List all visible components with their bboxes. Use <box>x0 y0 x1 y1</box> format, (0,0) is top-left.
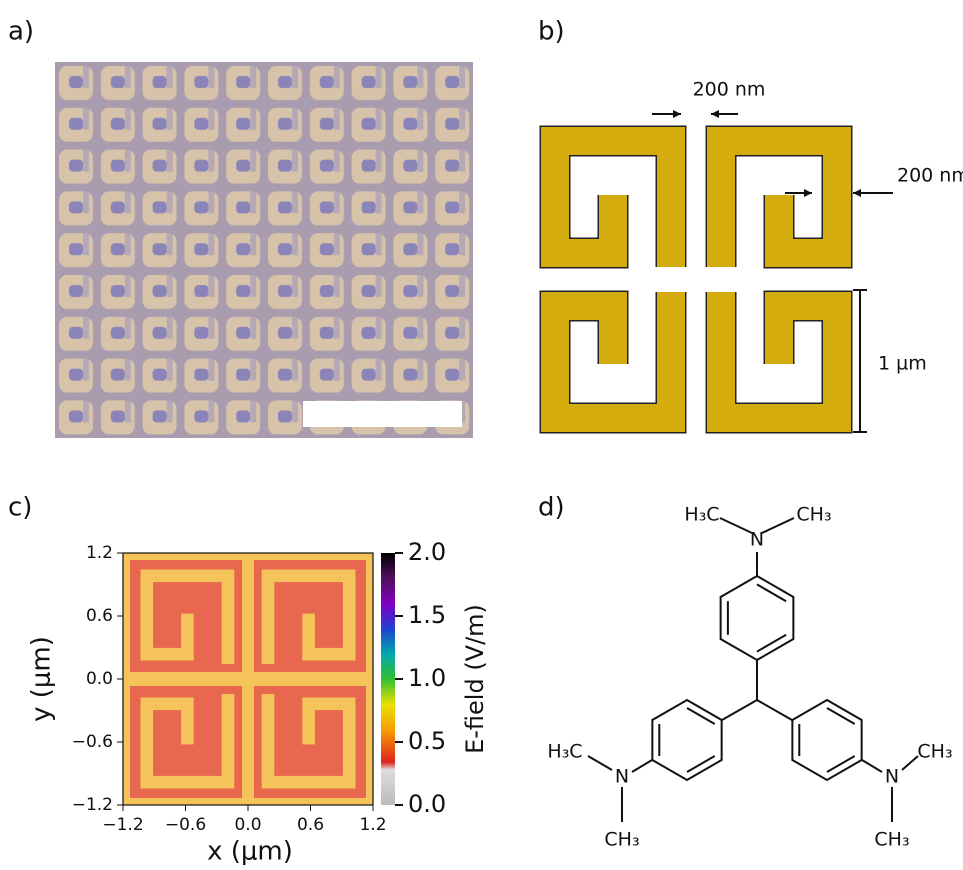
ring <box>721 576 794 660</box>
bond <box>827 708 855 724</box>
x-tick-label: 1.2 <box>359 815 386 835</box>
colorbar-tick-label: 2.0 <box>408 538 446 566</box>
x-axis-label: x (μm) <box>207 837 293 867</box>
colorbar-label: E-field (V/m) <box>461 604 489 754</box>
bond <box>827 756 855 772</box>
bond <box>762 518 794 533</box>
atom: H₃C <box>547 741 582 763</box>
panel-label: d) <box>538 493 565 523</box>
atom: N <box>750 529 764 551</box>
ring <box>652 700 721 780</box>
x-tick-label: −1.2 <box>102 815 143 835</box>
ring <box>792 700 861 780</box>
micrograph <box>55 62 473 438</box>
bond <box>632 760 652 772</box>
panel-label: b) <box>538 17 565 47</box>
bond <box>757 584 786 601</box>
width-label: 200 nm <box>897 165 963 187</box>
atom: H₃C <box>684 504 719 526</box>
bond <box>757 700 792 720</box>
gap-label: 200 nm <box>693 79 766 101</box>
x-tick-label: −0.6 <box>165 815 206 835</box>
scale-label: 1 µm <box>878 353 927 375</box>
panel-label: c) <box>8 493 32 523</box>
atom: CH₃ <box>917 741 952 763</box>
molecule <box>588 518 918 822</box>
colorbar-tick-label: 1.5 <box>408 601 446 629</box>
panel-label: a) <box>8 17 34 47</box>
schematic <box>555 110 893 432</box>
field-map <box>123 553 395 805</box>
bond <box>687 756 715 772</box>
bond <box>757 635 786 652</box>
y-tick-label: −0.6 <box>72 732 113 752</box>
bond <box>902 756 918 770</box>
x-tick-label: 0.0 <box>234 815 261 835</box>
y-tick-label: 0.0 <box>86 669 113 689</box>
atom: CH₃ <box>874 829 909 851</box>
atom: N <box>885 766 899 788</box>
y-axis-label: y (μm) <box>27 636 57 722</box>
bond <box>720 518 752 533</box>
atom: CH₃ <box>604 829 639 851</box>
colorbar-tick-label: 1.0 <box>408 664 446 692</box>
bond <box>588 756 612 770</box>
figure: a) b) c) d) 200 nm 200 nm 1 µm x (μm) y … <box>0 0 963 866</box>
y-tick-label: −1.2 <box>72 795 113 815</box>
y-tick-label: 1.2 <box>86 543 113 563</box>
atom: N <box>615 766 629 788</box>
bond <box>687 708 715 724</box>
colorbar-tick-label: 0.5 <box>408 727 446 755</box>
atom: CH₃ <box>796 504 831 526</box>
y-tick-label: 0.6 <box>86 606 113 626</box>
x-tick-label: 0.6 <box>297 815 324 835</box>
bond <box>862 760 882 772</box>
colorbar-tick-label: 0.0 <box>408 790 446 818</box>
scale-bar <box>303 401 462 427</box>
bond <box>722 700 757 720</box>
